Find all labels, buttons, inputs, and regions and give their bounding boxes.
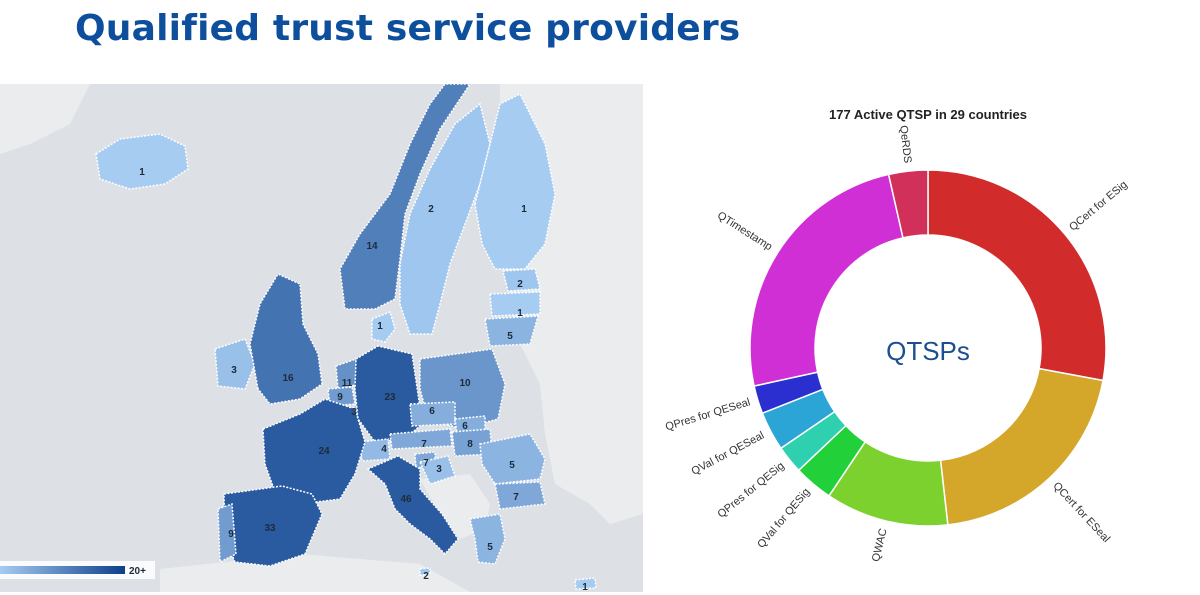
- country-ireland[interactable]: [214, 338, 256, 390]
- country-value-czechia: 6: [429, 406, 435, 417]
- slice-qerds[interactable]: [887, 169, 929, 239]
- country-estonia[interactable]: [502, 268, 541, 292]
- country-malta[interactable]: [419, 567, 431, 576]
- country-value-iceland: 1: [139, 167, 145, 178]
- country-belgium[interactable]: [327, 386, 356, 407]
- country-lithuania[interactable]: [484, 315, 540, 347]
- country-value-denmark: 1: [377, 321, 383, 332]
- country-germany[interactable]: [354, 345, 423, 443]
- country-value-latvia: 1: [517, 308, 523, 319]
- country-bulgaria[interactable]: [494, 481, 546, 510]
- country-value-finland: 1: [521, 204, 527, 215]
- country-spain[interactable]: [223, 485, 323, 567]
- country-value-hungary: 8: [467, 439, 473, 450]
- country-value-netherlands: 11: [342, 378, 353, 389]
- country-value-lithuania: 5: [507, 331, 513, 342]
- country-value-bulgaria: 7: [513, 492, 519, 503]
- country-value-spain: 33: [264, 523, 276, 534]
- slice-label-qtimestamp: QTimestamp: [715, 210, 774, 254]
- slice-label-qpres-for-qesig: QPres for QESig: [715, 460, 786, 521]
- country-value-slovenia: 7: [423, 458, 429, 469]
- country-cyprus[interactable]: [574, 577, 597, 590]
- country-value-sweden: 2: [428, 204, 434, 215]
- country-sweden[interactable]: [399, 102, 491, 335]
- country-value-switzerland: 4: [381, 444, 387, 455]
- country-finland[interactable]: [474, 92, 556, 270]
- country-value-italy: 46: [400, 494, 412, 505]
- slice-label-qcert-for-eseal: QCert for ESeal: [1050, 480, 1112, 545]
- country-value-romania: 5: [509, 460, 515, 471]
- donut-center-label: QTSPs: [886, 336, 970, 366]
- slice-qtimestamp[interactable]: [749, 173, 904, 387]
- legend-max-label: 20+: [129, 566, 146, 577]
- country-italy[interactable]: [366, 455, 459, 556]
- slice-label-qcert-for-esig: QCert for ESig: [1067, 179, 1130, 234]
- country-value-norway: 14: [366, 241, 378, 252]
- slice-qcert-for-esig[interactable]: [927, 169, 1107, 382]
- map-africa-land: [160, 554, 470, 592]
- country-value-cyprus: 1: [582, 582, 588, 592]
- country-value-portugal: 9: [228, 529, 234, 540]
- country-france[interactable]: [262, 398, 366, 505]
- country-austria[interactable]: [389, 428, 453, 450]
- country-croatia[interactable]: [418, 455, 456, 485]
- legend-gradient-bar: [0, 566, 125, 574]
- country-value-greece: 5: [487, 542, 493, 553]
- country-value-france: 24: [318, 446, 330, 457]
- slice-label-qval-for-qesig: QVal for QESig: [755, 486, 812, 551]
- country-value-uk: 16: [282, 373, 294, 384]
- country-switzerland[interactable]: [359, 438, 391, 462]
- europe-map: 1 14 2 1 2 1 5 1 3 16 11 9 3 23 10 6 6 7 8 4 24 7 3 5 7 46 33 9 5 2 1 2…: [0, 84, 643, 592]
- country-value-slovakia: 6: [462, 421, 468, 432]
- country-value-croatia: 3: [436, 464, 442, 475]
- slice-label-qval-for-qeseal: QVal for QESeal: [690, 430, 767, 478]
- qtsp-donut-chart: 177 Active QTSP in 29 countries QCert fo…: [650, 95, 1200, 595]
- page-title: Qualified trust service providers: [75, 8, 741, 49]
- map-nw-land: [0, 84, 90, 154]
- country-value-ireland: 3: [231, 365, 237, 376]
- country-portugal[interactable]: [217, 502, 237, 564]
- chart-title: 177 Active QTSP in 29 countries: [829, 107, 1027, 122]
- country-romania[interactable]: [479, 433, 546, 485]
- donut-svg: 177 Active QTSP in 29 countries QCert fo…: [664, 107, 1130, 563]
- slice-label-qerds: QeRDS: [897, 125, 913, 164]
- country-value-poland: 10: [459, 378, 471, 389]
- country-uk[interactable]: [249, 273, 323, 405]
- country-greece[interactable]: [469, 513, 506, 565]
- country-iceland[interactable]: [95, 133, 189, 190]
- slice-label-qwac: QWAC: [870, 527, 890, 563]
- country-value-luxembourg: 3: [351, 407, 357, 418]
- country-value-austria: 7: [421, 439, 427, 450]
- country-value-belgium: 9: [337, 392, 343, 403]
- country-value-germany: 23: [384, 392, 396, 403]
- country-denmark[interactable]: [371, 311, 396, 343]
- country-value-estonia: 2: [517, 279, 523, 290]
- country-norway[interactable]: [339, 84, 471, 310]
- slice-label-qpres-for-qeseal: QPres for QESeal: [664, 396, 752, 433]
- country-latvia[interactable]: [489, 291, 541, 317]
- country-value-malta: 2: [423, 571, 429, 582]
- donut-slices: [749, 169, 1107, 527]
